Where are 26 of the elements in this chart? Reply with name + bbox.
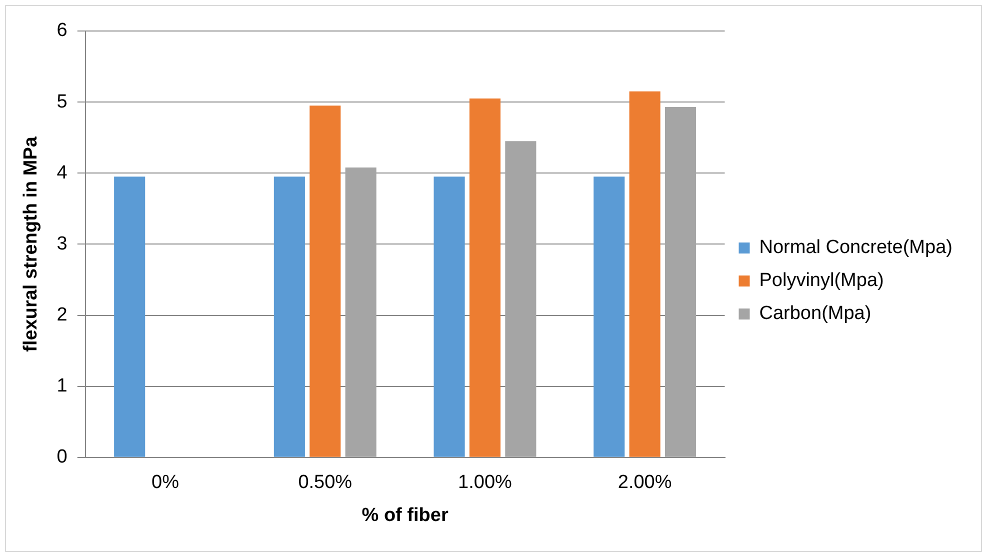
x-tick-label: 0.50% [298, 472, 352, 494]
bar [345, 167, 376, 457]
bar [114, 176, 146, 457]
legend-label: Polyvinyl(Mpa) [759, 270, 884, 292]
y-tick-label: 5 [56, 91, 68, 112]
bar [274, 176, 305, 457]
bar [664, 107, 696, 457]
bar [594, 176, 625, 457]
y-tick-label: 6 [56, 20, 68, 42]
bar [505, 141, 536, 457]
x-tick-label: 1.00% [458, 472, 512, 494]
bar [629, 91, 660, 457]
y-tick-label: 4 [56, 162, 68, 184]
legend-label: Carbon(Mpa) [759, 303, 872, 324]
y-tick-label: 3 [56, 233, 68, 254]
x-tick-label: 0% [152, 472, 180, 494]
y-axis-title: flexural strength in MPa [20, 136, 42, 352]
bar [434, 176, 465, 457]
legend-label: Normal Concrete(Mpa) [759, 237, 952, 258]
x-tick-label: 2.00% [618, 472, 672, 494]
y-tick-label: 0 [56, 446, 68, 468]
y-tick-label: 1 [56, 376, 68, 397]
x-axis-title: % of fiber [362, 504, 449, 526]
bar [310, 106, 341, 457]
bar [469, 98, 501, 457]
y-tick-label: 2 [56, 304, 68, 326]
